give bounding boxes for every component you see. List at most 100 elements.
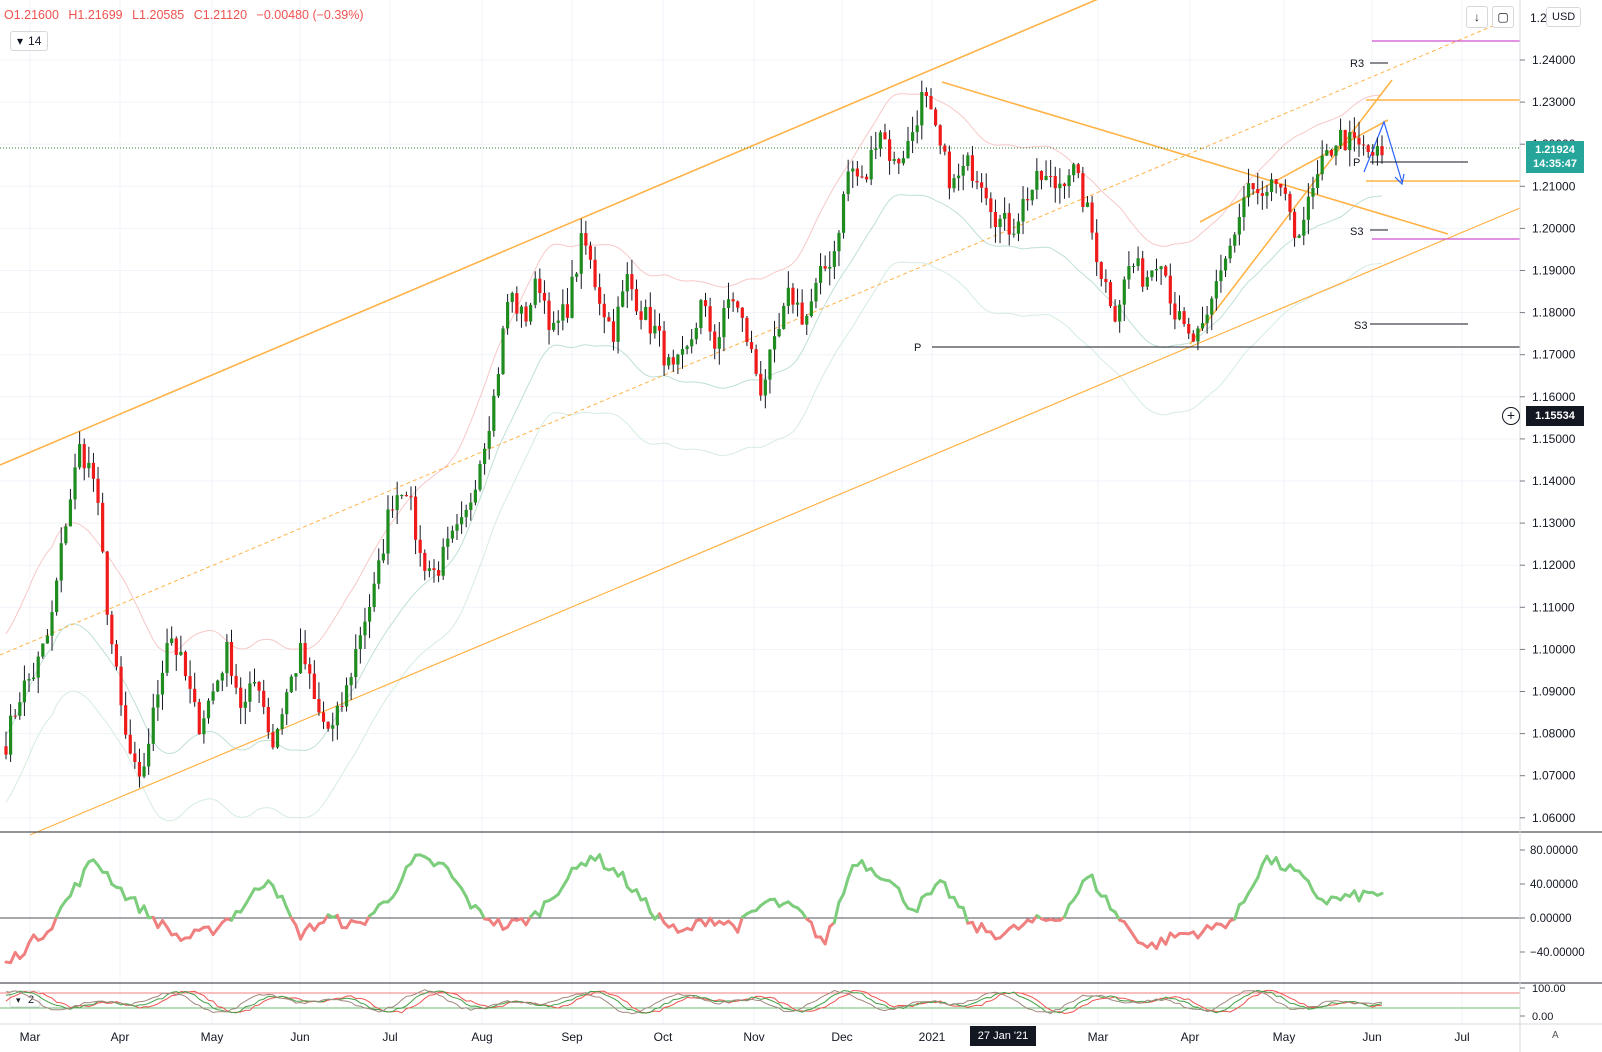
stoch-k-line <box>5 989 1383 1015</box>
candle <box>243 688 247 725</box>
osc-segment <box>565 866 574 881</box>
indicator-toggle-button[interactable]: ▾ 14 <box>10 31 49 51</box>
lower-channel-line[interactable] <box>29 207 1521 836</box>
maximize-icon[interactable]: ▢ <box>1492 6 1514 28</box>
candle <box>496 367 501 398</box>
candle <box>648 292 652 345</box>
candle <box>59 527 63 593</box>
candle <box>450 525 454 543</box>
candle <box>759 361 763 401</box>
candle <box>1297 233 1301 239</box>
candle <box>225 634 229 687</box>
osc-segment <box>78 867 86 888</box>
osc-tick-label: 80.00000 <box>1530 845 1578 857</box>
osc-segment <box>1155 936 1163 951</box>
candle <box>915 110 919 144</box>
candle <box>381 539 385 564</box>
candle <box>1343 129 1347 151</box>
osc-segment <box>1113 910 1122 922</box>
candle <box>878 130 882 157</box>
candle <box>772 320 777 363</box>
projection-arrowhead <box>1394 173 1405 186</box>
candle <box>50 600 54 651</box>
descending-line[interactable] <box>941 81 1449 235</box>
wedge-upper-line[interactable] <box>1199 119 1389 223</box>
plus-circle-icon[interactable]: + <box>1502 407 1520 425</box>
mid-channel-line[interactable] <box>0 24 1496 656</box>
candle <box>1187 317 1191 340</box>
candle <box>183 650 188 681</box>
candle <box>800 289 804 325</box>
candle <box>1164 264 1168 278</box>
candle <box>588 241 593 269</box>
price-axis[interactable]: 1.240001.230001.220001.210001.200001.190… <box>1520 53 1576 825</box>
candle <box>703 292 708 317</box>
candle <box>1366 144 1370 159</box>
auto-scale-button[interactable]: A <box>1552 1030 1559 1041</box>
time-axis[interactable]: Mar Apr May Jun Jul Aug Sep Oct Nov Dec 2021 Mar Apr… <box>20 1030 1470 1044</box>
time-tick-label: May <box>201 1030 224 1044</box>
crosshair-price-tag: 1.15534 <box>1526 406 1584 426</box>
osc-segment <box>363 914 372 926</box>
candle <box>768 349 772 394</box>
candle <box>68 488 73 527</box>
candle <box>685 344 689 355</box>
candle <box>1012 218 1016 238</box>
wedge-lower-line[interactable] <box>1189 79 1393 345</box>
time-tick-label: Aug <box>471 1030 492 1044</box>
candle <box>1122 276 1126 321</box>
arrow-down-icon[interactable]: ↓ <box>1466 6 1488 28</box>
osc-segment <box>1251 876 1260 888</box>
candle <box>1196 325 1200 351</box>
osc-segment <box>837 892 846 904</box>
candle <box>386 495 390 565</box>
candle <box>690 328 694 354</box>
top-clipped-tick: 1.2 <box>1530 11 1547 25</box>
candle <box>1265 185 1269 209</box>
candle <box>910 116 915 154</box>
stochastic-axis[interactable]: 100.00 0.00 <box>1520 983 1566 1023</box>
candle <box>78 431 82 470</box>
stoch-legend-arrow: ▾ <box>16 996 21 1006</box>
candle <box>119 656 123 716</box>
osc-segment <box>860 859 869 872</box>
candle <box>791 283 795 314</box>
candle <box>377 548 381 590</box>
candle <box>27 673 31 693</box>
candle <box>947 145 952 200</box>
r3-label: R3 <box>1350 58 1364 70</box>
trendlines[interactable] <box>0 0 1521 836</box>
osc-segment <box>538 900 546 918</box>
candle <box>1104 269 1108 293</box>
candle <box>639 300 643 330</box>
candle <box>984 173 988 206</box>
candle <box>726 282 731 319</box>
price-tick-label: 1.12000 <box>1532 558 1576 572</box>
candle <box>1053 166 1057 203</box>
candle <box>892 151 896 165</box>
candle <box>970 146 975 188</box>
candle <box>731 292 735 312</box>
candle <box>510 291 514 313</box>
candle <box>202 710 206 744</box>
candle <box>262 679 266 715</box>
stoch-tick-label: 0.00 <box>1532 1011 1553 1023</box>
candle <box>929 88 933 110</box>
price-tick-label: 1.06000 <box>1532 811 1576 825</box>
candle <box>575 272 579 282</box>
osc-segment <box>248 887 257 899</box>
oscillator-axis[interactable]: 80.00000 40.00000 0.00000 −40.00000 <box>1520 845 1585 959</box>
candle <box>524 301 528 327</box>
osc-segment <box>142 904 151 920</box>
candle <box>1292 208 1297 247</box>
candle <box>413 486 418 555</box>
currency-badge[interactable]: USD <box>1546 7 1582 27</box>
candle <box>82 438 86 481</box>
candle <box>280 708 284 735</box>
candle <box>1210 296 1214 331</box>
upper-channel-line[interactable] <box>0 0 1110 466</box>
candle <box>13 709 17 720</box>
candle <box>814 278 818 309</box>
osc-segment <box>68 881 77 898</box>
